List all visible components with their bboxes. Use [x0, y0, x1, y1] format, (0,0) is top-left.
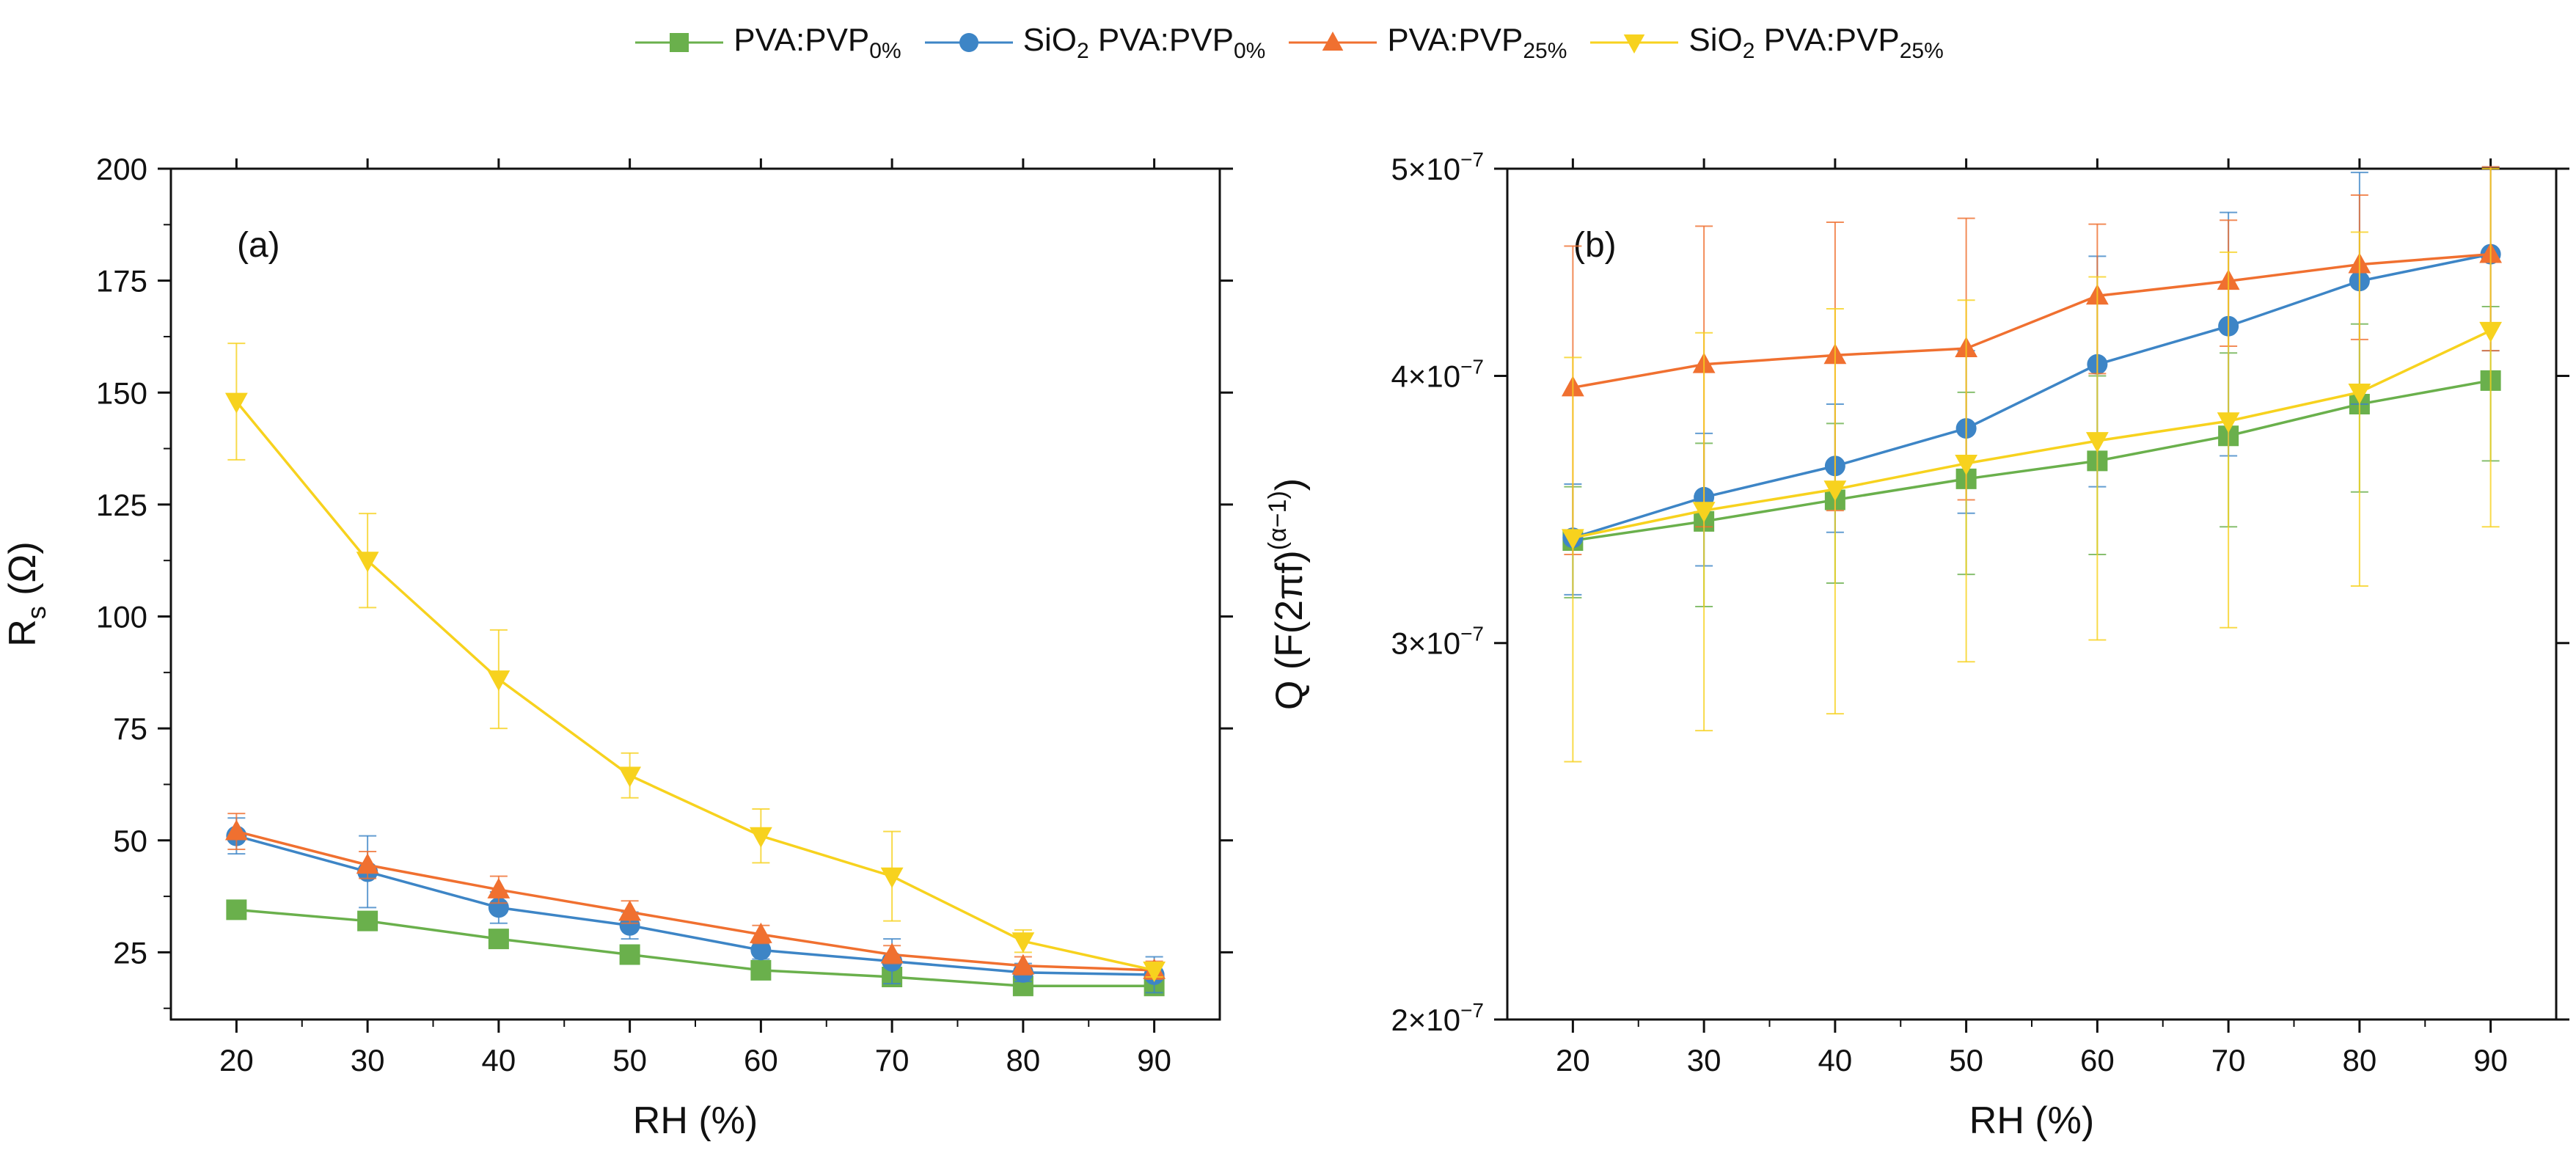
data-point — [2217, 412, 2240, 433]
legend-marker — [1322, 32, 1344, 51]
y-tick-label: 150 — [96, 376, 147, 410]
data-point — [749, 922, 772, 943]
data-point — [880, 942, 904, 964]
data-point — [750, 940, 772, 961]
x-tick-label: 20 — [219, 1043, 254, 1077]
data-point — [357, 910, 378, 931]
x-tick-label: 90 — [2473, 1043, 2508, 1077]
panel-b-q-chart: 20 30 40 50 60 70 80 90 2×10−7 3×10−7 4×10−7 5×10−7… — [1264, 148, 2569, 1142]
x-tick-label: 90 — [1137, 1043, 1171, 1077]
series-line — [1573, 379, 2491, 542]
data-point — [618, 900, 642, 921]
y-axis-title: Rs (Ω) — [1, 541, 51, 647]
plot-frame — [169, 167, 1221, 1021]
legend-label: SiO2 PVA:PVP0% — [1022, 21, 1266, 63]
legend-label: PVA:PVP0% — [733, 21, 901, 63]
series-line — [236, 908, 1155, 987]
x-tick-label: 70 — [2211, 1043, 2246, 1077]
y-tick-label: 4×10−7 — [1391, 355, 1484, 393]
y-tick-label: 175 — [96, 264, 147, 299]
series-line — [235, 834, 1155, 976]
y-tick-label: 50 — [113, 824, 147, 858]
y-tick-label: 2×10−7 — [1391, 999, 1484, 1037]
legend-swatch — [1590, 34, 1679, 54]
data-point — [356, 853, 379, 874]
panel-label: (a) — [237, 226, 280, 265]
data-point — [1011, 932, 1035, 953]
data-point — [750, 959, 772, 981]
x-axis-title: RH (%) — [1969, 1099, 2094, 1142]
data-point — [619, 944, 640, 965]
x-tick-label: 60 — [744, 1043, 778, 1077]
y-axis-title: Q (F(2πf)(α−1)) — [1264, 478, 1311, 710]
data-point — [487, 670, 511, 692]
x-tick-label: 50 — [612, 1043, 647, 1077]
series-line — [235, 400, 1155, 972]
chart-legend: PVA:PVP0% SiO2 PVA:PVP0% PVA:PVP25% SiO2 PV… — [0, 13, 2576, 72]
series-line — [1573, 252, 2491, 389]
series-line — [1573, 329, 2492, 539]
x-tick-label: 70 — [875, 1043, 910, 1077]
data-point — [2348, 383, 2371, 404]
series-group — [1561, 168, 2503, 763]
data-point — [224, 819, 248, 841]
x-tick-label: 40 — [1818, 1043, 1853, 1077]
y-tick-label: 200 — [96, 152, 147, 186]
data-point — [488, 929, 509, 950]
legend-swatch — [635, 32, 724, 52]
y-tick-label: 125 — [96, 488, 147, 522]
y-tick-label: 5×10−7 — [1391, 148, 1484, 186]
legend-swatch — [924, 32, 1013, 52]
data-point — [356, 552, 379, 573]
data-point — [1955, 454, 1978, 475]
data-point — [1823, 480, 1847, 502]
y-tick-label: 3×10−7 — [1391, 623, 1484, 661]
data-point — [226, 899, 247, 920]
data-point — [487, 877, 511, 898]
x-tick-label: 30 — [1687, 1043, 1721, 1077]
legend-marker — [959, 32, 978, 52]
legend-marker — [670, 32, 689, 52]
series-group — [224, 343, 1166, 982]
panel-a-rs-chart: 20 30 40 50 60 70 80 90 25 50 75 100 125 150 175 200 RH … — [1, 152, 1233, 1142]
x-axis-title: RH (%) — [633, 1099, 758, 1142]
y-tick-label: 100 — [96, 600, 147, 634]
x-tick-label: 30 — [351, 1043, 385, 1077]
legend-item: SiO2 PVA:PVP0% — [922, 21, 1266, 64]
legend-item: PVA:PVP25% — [1286, 22, 1567, 64]
series-line — [235, 830, 1155, 972]
data-point — [2479, 321, 2503, 343]
y-tick-label: 25 — [113, 935, 147, 970]
x-tick-label: 80 — [2343, 1043, 2377, 1077]
x-tick-label: 20 — [1556, 1043, 1590, 1077]
plot-frame — [1506, 167, 2558, 1021]
legend-label: PVA:PVP25% — [1387, 21, 1567, 63]
legend-marker — [1624, 34, 1645, 54]
data-point — [2085, 432, 2109, 453]
data-point — [1692, 502, 1716, 523]
series-line — [1572, 252, 2491, 539]
legend-swatch — [1289, 32, 1377, 51]
legend-label: SiO2 PVA:PVP25% — [1688, 21, 1944, 63]
chart-figure: 20 30 40 50 60 70 80 90 25 50 75 100 125 150 175 200 RH … — [1, 148, 2569, 1142]
data-point — [1143, 961, 1166, 982]
data-point — [618, 766, 642, 788]
data-point — [1561, 529, 1584, 550]
series-group — [224, 813, 1166, 981]
legend-item: SiO2 PVA:PVP25% — [1587, 21, 1944, 64]
x-tick-label: 40 — [482, 1043, 516, 1077]
y-tick-label: 75 — [113, 711, 147, 746]
data-point — [224, 392, 248, 414]
legend-item: PVA:PVP0% — [632, 22, 901, 64]
x-tick-label: 50 — [1949, 1043, 1983, 1077]
data-point — [880, 867, 904, 888]
data-point — [749, 827, 772, 848]
x-tick-label: 60 — [2080, 1043, 2115, 1077]
data-point — [1011, 953, 1035, 975]
x-tick-label: 80 — [1006, 1043, 1041, 1077]
panel-label: (b) — [1573, 226, 1617, 265]
